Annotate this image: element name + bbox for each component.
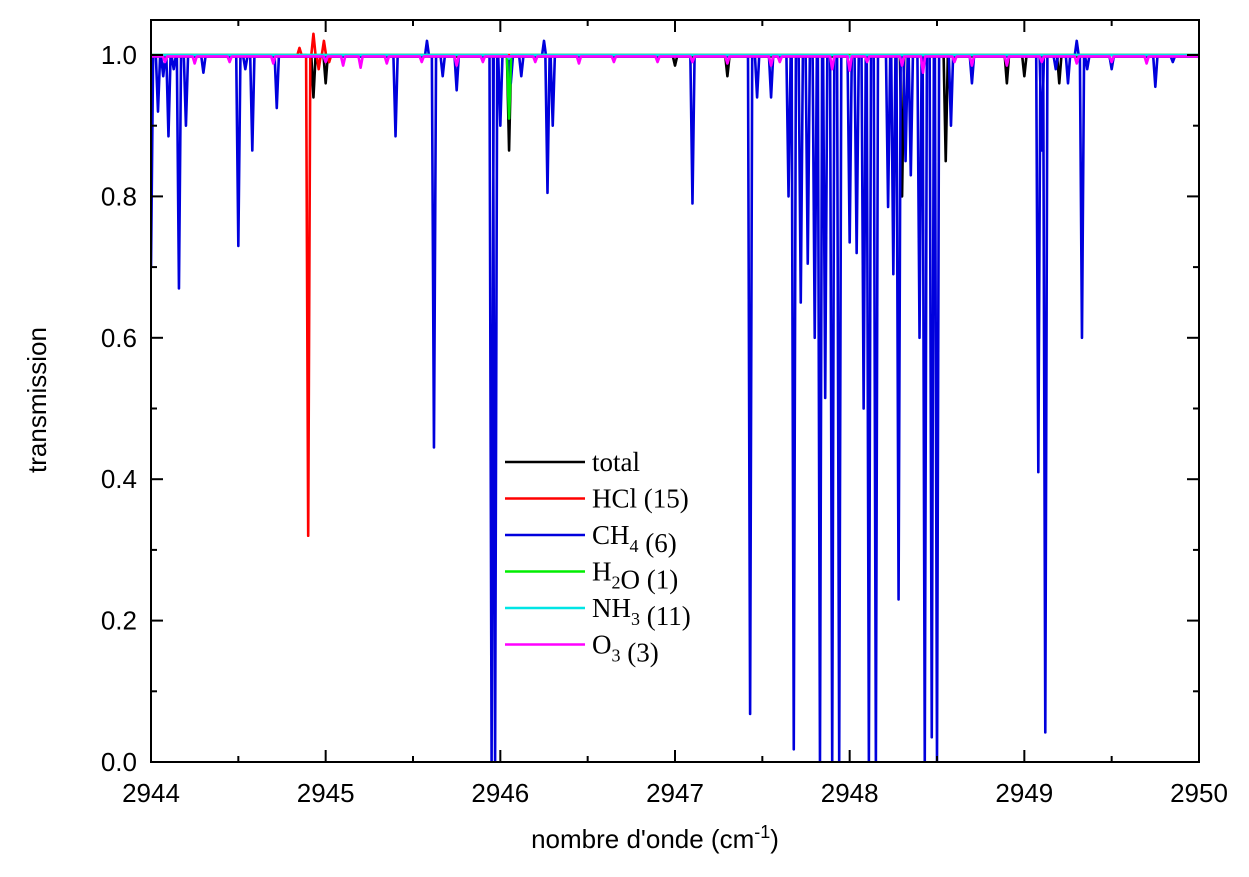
- legend-label: total: [592, 447, 640, 477]
- legend-label: HCl (15): [592, 484, 689, 514]
- legend-label: O3 (3): [592, 630, 659, 668]
- y-tick-label: 0.6: [101, 323, 137, 353]
- legend-label: CH4 (6): [592, 520, 677, 558]
- legend: total HCl (15) CH4 (6)H2O (1)NH3 (11)O3 (3…: [505, 447, 691, 668]
- y-tick-label: 1.0: [101, 40, 137, 70]
- x-tick-label: 2945: [297, 778, 355, 808]
- x-tick-label: 2950: [1170, 778, 1228, 808]
- x-tick-label: 2944: [122, 778, 180, 808]
- x-tick-label: 2947: [646, 778, 704, 808]
- x-tick-label: 2948: [821, 778, 879, 808]
- y-tick-label: 0.8: [101, 181, 137, 211]
- y-tick-label: 0.4: [101, 464, 137, 494]
- legend-label: H2O (1): [592, 557, 678, 595]
- y-tick-label: 0.0: [101, 747, 137, 777]
- y-axis-title: transmission: [22, 327, 52, 473]
- y-tick-label: 0.2: [101, 606, 137, 636]
- legend-label: NH3 (11): [592, 593, 691, 631]
- x-tick-label: 2949: [995, 778, 1053, 808]
- plot-area: [151, 32, 1199, 762]
- series-line-0: [151, 55, 1199, 198]
- series-line-5: [151, 55, 1199, 74]
- x-axis-title: nombre d'onde (cm-1): [531, 822, 779, 854]
- x-tick-label: 2946: [471, 778, 529, 808]
